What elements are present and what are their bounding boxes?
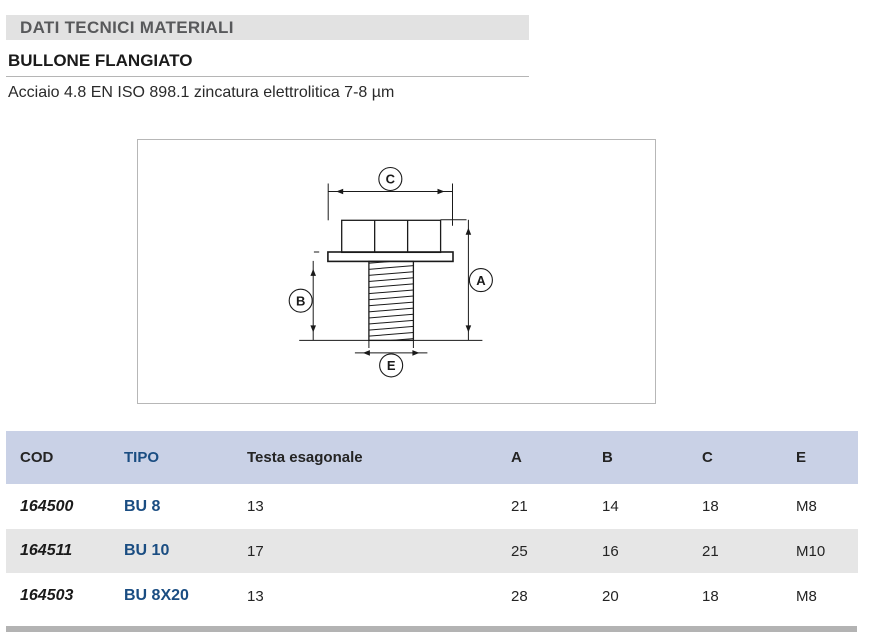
svg-text:C: C bbox=[386, 172, 396, 187]
svg-text:E: E bbox=[387, 358, 396, 373]
svg-text:B: B bbox=[296, 293, 305, 308]
svg-text:A: A bbox=[476, 273, 486, 288]
